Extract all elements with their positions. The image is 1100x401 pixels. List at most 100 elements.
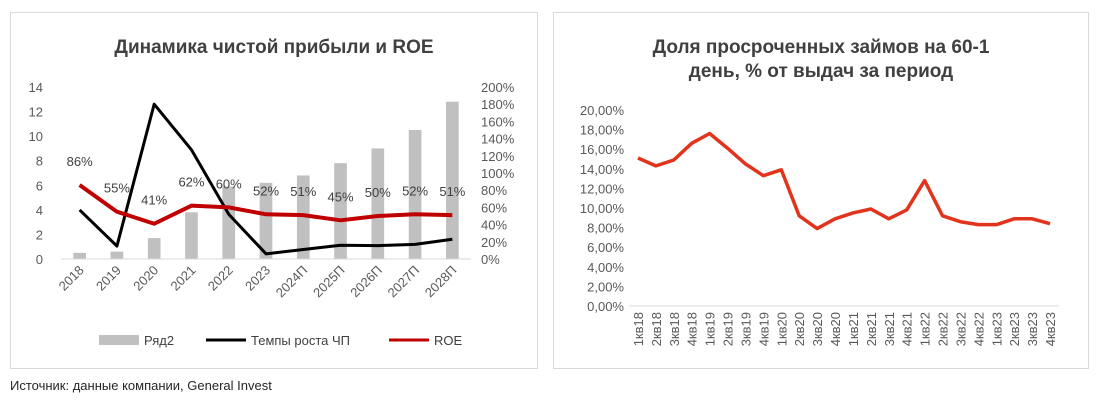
- x-axis-tick-label: 2025П: [310, 263, 348, 301]
- data-label: 86%: [67, 154, 93, 169]
- x-axis-tick-label: 1кв20: [774, 312, 789, 346]
- y-axis-tick-label: 4: [36, 203, 43, 218]
- data-label: 60%: [216, 176, 242, 191]
- data-label: 41%: [141, 193, 167, 208]
- x-axis-tick-label: 2кв23: [1007, 312, 1022, 346]
- y2-axis-tick-label: 200%: [481, 80, 515, 95]
- x-axis-tick-label: 2022: [205, 263, 236, 294]
- overdue-loans-chart-panel: Доля просроченных займов на 60-1 день, %…: [553, 12, 1089, 369]
- x-axis-tick-label: 4кв21: [900, 312, 915, 346]
- x-axis-tick-label: 2024П: [273, 263, 311, 301]
- x-axis-tick-label: 2020: [130, 263, 161, 294]
- bar: [73, 252, 86, 259]
- y-axis-tick-label: 8,00%: [587, 221, 624, 236]
- y2-axis-tick-label: 180%: [481, 97, 515, 112]
- y-axis-tick-label: 0,00%: [587, 299, 624, 314]
- source-note: Источник: данные компании, General Inves…: [10, 378, 272, 393]
- bar: [408, 130, 422, 259]
- x-axis-tick-label: 4кв23: [1043, 312, 1058, 346]
- data-label: 62%: [178, 175, 204, 190]
- x-axis-tick-label: 1кв19: [703, 312, 718, 346]
- y-axis-tick-label: 14,00%: [580, 162, 625, 177]
- x-axis-tick-label: 4кв19: [756, 312, 771, 346]
- x-axis-tick-label: 2018: [56, 263, 87, 294]
- x-axis-tick-label: 3кв19: [738, 312, 753, 346]
- x-axis-tick-label: 1кв18: [631, 312, 646, 346]
- net-profit-roe-chart: Динамика чистой прибыли и ROE 0 2 4 6 8 10 12 1…: [29, 37, 515, 348]
- x-axis-tick-label: 3кв23: [1025, 312, 1040, 346]
- x-axis-tick-label: 2021: [168, 263, 199, 294]
- y-axis-tick-label: 16,00%: [580, 142, 625, 157]
- data-label: 51%: [290, 184, 316, 199]
- y-axis-tick-label: 12,00%: [580, 181, 625, 196]
- y-axis-tick-label: 6: [36, 178, 43, 193]
- x-axis-tick-label: 2кв20: [792, 312, 807, 346]
- bar: [222, 186, 236, 259]
- y-axis-tick-label: 12: [29, 105, 43, 120]
- bar: [371, 148, 385, 259]
- legend-label: Ряд2: [144, 333, 174, 348]
- y2-axis-tick-label: 80%: [481, 183, 507, 198]
- y2-axis-tick-label: 120%: [481, 149, 515, 164]
- bar: [334, 163, 347, 259]
- y2-axis-tick-label: 100%: [481, 166, 515, 181]
- data-label: 51%: [439, 184, 465, 199]
- x-axis-tick-label: 1кв21: [846, 312, 861, 346]
- x-axis-tick-label: 1кв23: [989, 312, 1004, 346]
- x-axis-tick-label: 2026П: [347, 263, 385, 301]
- y-axis-tick-label: 6,00%: [587, 240, 624, 255]
- y2-axis-tick-label: 140%: [481, 132, 515, 147]
- net-profit-roe-chart-panel: Динамика чистой прибыли и ROE 0 2 4 6 8 10 12 1…: [10, 12, 538, 369]
- y-axis-tick-label: 8: [36, 154, 43, 169]
- y-axis-tick-label: 2: [36, 227, 43, 242]
- x-axis-tick-label: 2кв22: [936, 312, 951, 346]
- x-axis-tick-label: 2019: [93, 263, 124, 294]
- bar: [147, 238, 161, 259]
- legend-swatch-bar: [99, 335, 139, 345]
- y2-axis-tick-label: 60%: [481, 200, 507, 215]
- x-axis-tick-label: 3кв22: [953, 312, 968, 346]
- data-label: 45%: [328, 189, 354, 204]
- bar: [110, 251, 124, 259]
- bar: [259, 182, 273, 259]
- x-axis-tick-label: 2023: [242, 263, 273, 294]
- legend-label: ROE: [434, 333, 463, 348]
- y-axis-tick-label: 2,00%: [587, 279, 624, 294]
- x-axis-tick-label: 2027П: [385, 263, 423, 301]
- y2-axis-tick-label: 160%: [481, 114, 515, 129]
- bar: [446, 101, 459, 259]
- x-axis-tick-label: 4кв22: [971, 312, 986, 346]
- x-axis-tick-label: 1кв22: [918, 312, 933, 346]
- x-axis-tick-label: 4кв20: [828, 312, 843, 346]
- data-label: 52%: [253, 183, 279, 198]
- series-line-roe: [78, 183, 453, 226]
- data-label: 55%: [104, 181, 130, 196]
- series-line-overdue: [637, 131, 1051, 231]
- data-label: 52%: [402, 183, 428, 198]
- y-axis-tick-label: 10: [29, 129, 43, 144]
- y-axis-tick-label: 0: [36, 252, 43, 267]
- y-axis-tick-label: 18,00%: [580, 123, 625, 138]
- series-line-growth: [78, 102, 453, 256]
- x-axis-tick-label: 2кв19: [721, 312, 736, 346]
- y2-axis-tick-label: 20%: [481, 235, 507, 250]
- chart-title-line-1: Доля просроченных займов на 60-1: [653, 37, 990, 58]
- x-axis-tick-label: 2кв21: [864, 312, 879, 346]
- x-axis-tick-label: 3кв21: [882, 312, 897, 346]
- bar: [296, 175, 310, 259]
- x-axis-tick-label: 4кв18: [685, 312, 700, 346]
- x-axis-tick-label: 3кв18: [667, 312, 682, 346]
- chart-title-line-2: день, % от выдач за период: [689, 61, 953, 82]
- y2-axis-tick-label: 40%: [481, 218, 507, 233]
- y-axis-tick-label: 4,00%: [587, 260, 624, 275]
- x-axis-tick-label: 2028П: [422, 263, 460, 301]
- x-axis-tick-label: 3кв20: [810, 312, 825, 346]
- bar: [185, 212, 198, 259]
- y-axis-tick-label: 10,00%: [580, 201, 625, 216]
- legend-label: Темпы роста ЧП: [251, 333, 350, 348]
- y-axis-tick-label: 14: [29, 80, 43, 95]
- overdue-loans-chart: Доля просроченных займов на 60-1 день, %…: [580, 37, 1059, 346]
- data-label: 50%: [365, 185, 391, 200]
- x-axis-tick-label: 2кв18: [649, 312, 664, 346]
- y-axis-tick-label: 20,00%: [580, 103, 625, 118]
